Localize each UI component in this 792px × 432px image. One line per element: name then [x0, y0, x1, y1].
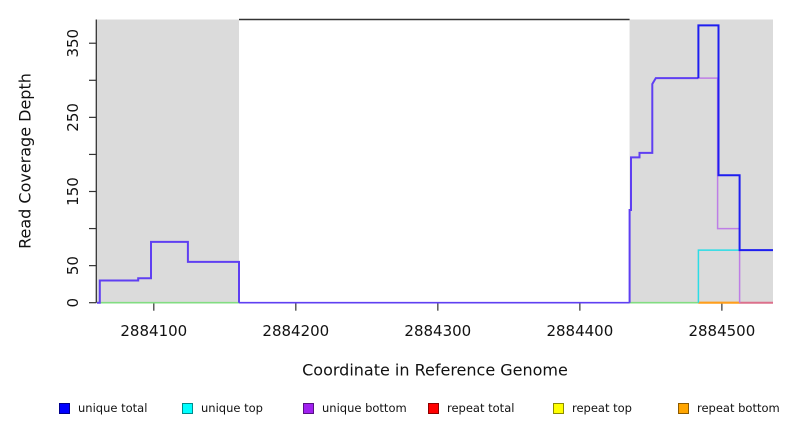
- series-line-unique-top-cyan: [697, 249, 740, 303]
- legend-item-unique-total: unique total: [59, 397, 147, 419]
- y-tick-label: 50: [64, 256, 82, 275]
- legend-item-repeat-top: repeat top: [553, 397, 632, 419]
- legend-label: unique top: [201, 401, 263, 415]
- y-tick-label: 0: [64, 298, 82, 308]
- series-line-unique-bottom-lavender: [698, 77, 741, 303]
- y-axis-title: Read Coverage Depth: [15, 73, 35, 249]
- x-axis-title: Coordinate in Reference Genome: [302, 360, 568, 380]
- legend-swatch-icon: [182, 402, 193, 414]
- x-tick-label: 2884200: [262, 322, 329, 340]
- x-tick-label: 2884100: [120, 322, 187, 340]
- x-tick-label: 2884300: [404, 322, 471, 340]
- legend: unique total unique top unique bottom repea…: [0, 397, 792, 425]
- legend-swatch-icon: [678, 402, 689, 414]
- legend-item-unique-bottom: unique bottom: [303, 397, 407, 419]
- legend-label: repeat bottom: [697, 401, 780, 415]
- x-tick-label: 2884500: [688, 322, 755, 340]
- highlight-region: [629, 19, 773, 303]
- y-tick-label: 150: [64, 177, 82, 206]
- highlight-region: [97, 19, 240, 303]
- legend-item-repeat-total: repeat total: [428, 397, 514, 419]
- legend-label: unique bottom: [322, 401, 407, 415]
- series-line-unique-total-blue-peak: [697, 24, 773, 252]
- series-line-unique-violet-right-rise: [628, 77, 699, 303]
- coverage-chart: 0 50 150 250 350 2884100 2884200 2884300 2884400…: [15, 18, 773, 380]
- legend-item-unique-top: unique top: [182, 397, 263, 419]
- legend-item-repeat-bottom: repeat bottom: [678, 397, 780, 419]
- legend-label: unique total: [78, 401, 148, 415]
- legend-swatch-icon: [303, 402, 314, 414]
- x-tick-label: 2884400: [546, 322, 613, 340]
- legend-swatch-icon: [428, 402, 439, 414]
- series-line-unique-violet-left-hump: [97, 240, 240, 304]
- legend-label: repeat top: [572, 401, 632, 415]
- chart-canvas: 0 50 150 250 350 2884100 2884200 2884300 2884400…: [64, 18, 773, 340]
- legend-swatch-icon: [59, 402, 70, 414]
- y-tick-label: 250: [64, 103, 82, 132]
- y-tick-label: 350: [64, 29, 82, 58]
- legend-swatch-icon: [553, 402, 564, 414]
- legend-label: repeat total: [447, 401, 515, 415]
